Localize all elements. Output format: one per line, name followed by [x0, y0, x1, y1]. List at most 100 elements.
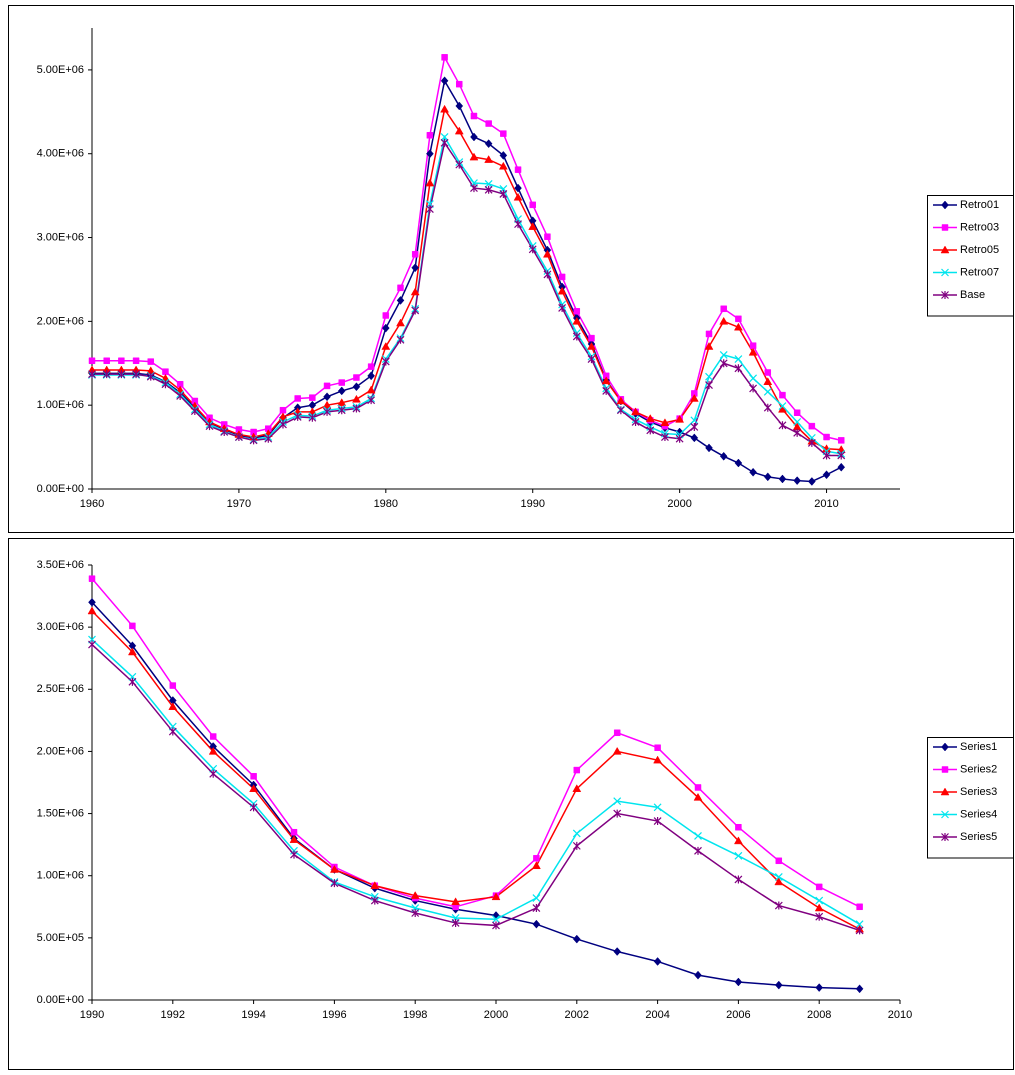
marker: [778, 474, 787, 484]
legend-box: [927, 737, 1014, 859]
y-tick-label: 0.00E+00: [37, 483, 84, 495]
marker: [675, 414, 685, 423]
x-tick-label: 1990: [80, 1009, 104, 1021]
marker: [763, 472, 772, 482]
marker: [613, 729, 621, 737]
marker: [366, 385, 376, 394]
marker: [470, 184, 478, 193]
marker: [485, 120, 492, 127]
x-tick-label: 2006: [726, 1009, 750, 1021]
marker: [815, 883, 823, 891]
marker: [469, 152, 479, 161]
marker: [235, 426, 243, 433]
marker: [250, 428, 257, 436]
marker: [616, 396, 626, 405]
marker: [778, 421, 787, 430]
marker: [720, 305, 727, 313]
marker: [132, 357, 140, 365]
marker: [815, 896, 824, 905]
marker: [411, 306, 420, 315]
marker: [613, 809, 622, 818]
marker: [491, 892, 501, 901]
marker: [675, 434, 684, 443]
marker: [353, 374, 360, 381]
marker: [249, 803, 258, 812]
marker: [492, 915, 500, 924]
x-tick-label: 1996: [322, 1009, 346, 1021]
x-tick-label: 2002: [565, 1009, 589, 1021]
marker: [411, 263, 420, 273]
marker: [367, 396, 376, 405]
marker: [533, 855, 540, 862]
marker: [169, 682, 177, 689]
x-tick-label: 2008: [807, 1009, 831, 1021]
marker: [588, 334, 595, 342]
marker: [128, 677, 137, 686]
series-line: [92, 78, 842, 483]
marker: [250, 773, 257, 780]
legend-label: Retro03: [960, 221, 999, 233]
marker: [440, 138, 449, 147]
marker: [176, 391, 185, 400]
y-tick-label: 5.00E+05: [37, 932, 84, 944]
marker: [127, 647, 137, 656]
marker: [749, 384, 758, 393]
marker: [705, 443, 713, 453]
marker: [396, 335, 405, 344]
marker: [631, 417, 640, 426]
marker: [532, 919, 541, 929]
y-tick-label: 3.00E+06: [37, 621, 84, 633]
marker: [329, 864, 339, 873]
marker: [573, 766, 581, 774]
marker: [823, 433, 830, 441]
marker: [290, 850, 298, 859]
marker: [704, 342, 714, 350]
marker: [660, 418, 670, 427]
legend-marker: [940, 787, 950, 796]
marker: [425, 178, 435, 187]
legend-box: [927, 195, 1014, 317]
marker: [601, 376, 611, 385]
marker: [774, 901, 783, 910]
marker: [690, 422, 699, 431]
marker: [734, 875, 743, 884]
marker: [602, 372, 610, 380]
marker: [249, 784, 259, 792]
marker: [264, 434, 273, 443]
series-line: [91, 578, 860, 908]
marker: [370, 881, 380, 889]
marker: [396, 318, 405, 327]
marker: [88, 357, 96, 365]
marker: [132, 370, 140, 379]
marker: [161, 380, 170, 389]
legend-marker: [941, 224, 949, 231]
marker: [528, 245, 537, 254]
marker: [705, 330, 713, 338]
marker: [532, 894, 541, 903]
marker: [162, 368, 169, 375]
marker: [514, 166, 522, 173]
marker: [774, 980, 783, 990]
x-tick-label: 2010: [888, 1009, 912, 1021]
marker: [528, 222, 538, 230]
marker: [631, 407, 640, 416]
marker: [88, 597, 96, 607]
marker: [290, 828, 298, 836]
marker: [572, 934, 581, 944]
marker: [808, 422, 816, 430]
marker: [544, 233, 551, 240]
marker: [646, 426, 655, 435]
marker: [381, 357, 390, 366]
marker: [352, 404, 361, 413]
legend-marker: [941, 291, 949, 299]
marker: [279, 420, 287, 429]
marker: [88, 370, 96, 379]
legend-label: Retro07: [960, 266, 999, 278]
marker: [190, 407, 199, 416]
marker: [455, 101, 464, 111]
marker: [338, 379, 345, 386]
marker: [543, 270, 552, 279]
marker: [514, 220, 522, 229]
marker: [440, 76, 449, 86]
